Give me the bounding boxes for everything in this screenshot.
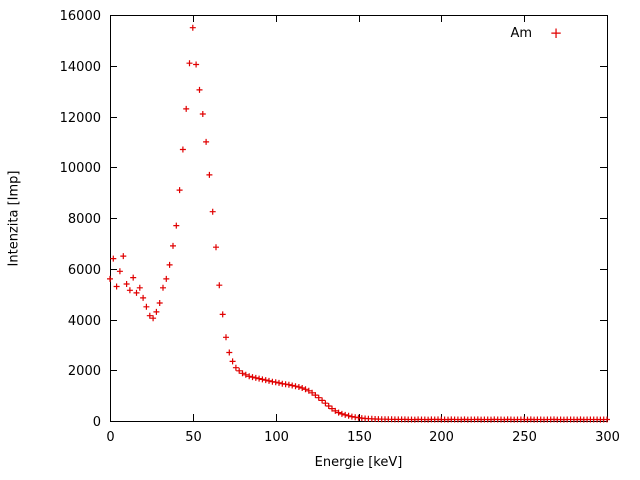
x-tick-label: 200 [429, 430, 454, 445]
plus-marker-icon: + [549, 24, 563, 42]
tick-labels: 0 50 100 150 200 250 300 0 2000 4000 6000 8000 10000… [60, 9, 620, 445]
x-tick-label: 100 [264, 430, 289, 445]
y-tick-label: 8000 [68, 212, 101, 227]
axis-ticks [110, 15, 608, 422]
y-tick-label: 4000 [68, 314, 101, 329]
y-axis-label: Intenzita [Imp] [6, 170, 22, 267]
x-tick-label: 50 [185, 430, 202, 445]
y-tick-label: 0 [93, 415, 101, 430]
x-tick-label: 300 [595, 430, 620, 445]
y-tick-label: 10000 [60, 161, 101, 176]
legend-series-label: Am [510, 25, 532, 41]
y-tick-label: 2000 [68, 364, 101, 379]
series-am-points [107, 24, 610, 423]
y-tick-label: 12000 [60, 111, 101, 126]
y-tick-label: 16000 [60, 9, 101, 24]
x-axis-label: Energie [keV] [314, 455, 403, 470]
x-tick-label: 0 [106, 430, 114, 445]
y-tick-label: 6000 [68, 263, 101, 278]
x-tick-label: 150 [347, 430, 372, 445]
x-tick-label: 250 [512, 430, 537, 445]
plot-border [110, 15, 608, 422]
y-tick-label: 14000 [60, 60, 101, 75]
legend: Am + [462, 25, 580, 41]
